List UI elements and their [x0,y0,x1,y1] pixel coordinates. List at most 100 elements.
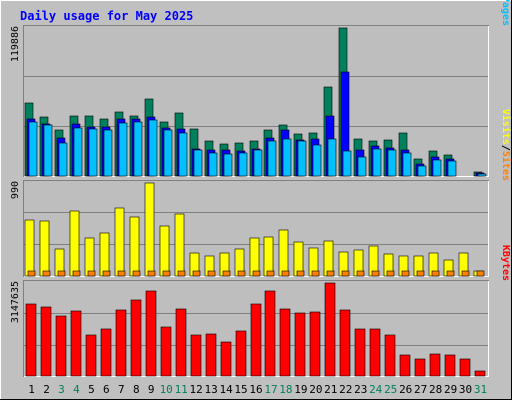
bar-visits-day-11 [174,213,185,277]
bar-sites-day-18 [281,270,290,277]
bar-sites-day-23 [356,270,365,277]
x-label-day-18: 18 [279,383,292,396]
bar-visits-day-10 [159,225,170,277]
legend: Visits/Sites [500,109,512,181]
bar-sites-day-4 [72,270,81,277]
x-label-day-30: 30 [459,383,472,396]
x-label-day-23: 23 [354,383,367,396]
bar-kbytes-day-31 [474,370,486,377]
x-label-day-24: 24 [369,383,383,396]
bar-sites-day-21 [326,270,335,277]
legend-item: Pages [500,0,511,26]
panel-1: 119886 Hits/Files/Pages [10,0,512,177]
x-label-day-12: 12 [189,383,202,396]
bar-sites-day-5 [87,270,96,277]
legend-item: Visits [500,109,512,145]
bar-kbytes-day-7 [115,309,127,377]
bar-sites-day-2 [42,270,51,277]
bar-sites-day-10 [162,270,171,277]
chart-panels: 119886 Hits/Files/Pages 990 Visits/Sites 314… [10,0,512,377]
panel-2: 990 Visits/Sites [10,109,512,277]
bar-pages-day-16 [253,149,263,177]
x-label-day-6: 6 [103,383,110,396]
bar-kbytes-day-6 [100,328,112,377]
bar-kbytes-day-30 [459,358,471,377]
bar-pages-day-7 [118,122,128,177]
x-axis-labels: 1 2 3 4 5 6 7 8 9 10 11 12 13 14 15 16 17 18 19 20 21 22 23 24 2… [28,383,487,396]
bar-visits-day-18 [278,229,289,277]
x-label-day-11: 11 [175,383,188,396]
bar-visits-day-4 [69,210,80,277]
bar-sites-day-19 [296,270,305,277]
x-label-day-26: 26 [399,383,412,396]
bar-pages-day-4 [73,127,83,177]
bar-kbytes-day-27 [414,358,426,377]
bar-pages-day-29 [447,160,457,177]
x-label-day-13: 13 [204,383,217,396]
bar-pages-day-19 [297,140,307,177]
bar-sites-day-9 [147,270,156,277]
bar-kbytes-day-16 [250,303,262,377]
x-label-day-22: 22 [339,383,352,396]
bar-pages-day-10 [163,129,173,177]
bar-sites-day-22 [341,270,350,277]
bar-kbytes-day-18 [279,308,291,377]
bar-pages-day-1 [28,121,38,177]
bar-pages-day-8 [133,121,143,177]
x-label-day-27: 27 [414,383,427,396]
bar-kbytes-day-9 [145,290,157,377]
x-label-day-20: 20 [309,383,322,396]
bar-pages-day-28 [432,159,442,177]
x-label-day-7: 7 [118,383,125,396]
legend: Hits/Files/Pages [500,0,512,26]
bar-sites-day-20 [311,270,320,277]
bar-pages-day-12 [193,149,203,177]
x-label-day-21: 21 [324,383,337,396]
bar-kbytes-day-3 [55,315,67,377]
bar-kbytes-day-22 [339,309,351,377]
bar-pages-day-26 [402,152,412,177]
x-label-day-4: 4 [73,383,80,396]
x-label-day-19: 19 [294,383,307,396]
bar-kbytes-day-2 [40,306,52,377]
bar-sites-day-24 [371,270,380,277]
bar-visits-day-17 [263,236,274,277]
bar-kbytes-day-5 [85,334,97,377]
bar-kbytes-day-17 [264,290,276,377]
bar-sites-day-29 [446,270,455,277]
bar-kbytes-day-13 [205,333,217,377]
legend: KBytes [500,245,511,281]
bar-kbytes-day-23 [354,328,366,377]
bar-pages-day-3 [58,142,68,177]
x-label-day-8: 8 [133,383,140,396]
bar-pages-day-17 [267,140,277,177]
legend-item: KBytes [500,245,511,281]
bar-pages-day-25 [387,149,397,177]
bar-sites-day-27 [416,270,425,277]
bar-visits-day-1 [24,219,35,277]
bar-kbytes-day-10 [160,326,172,377]
legend-item: / [500,145,511,151]
bar-sites-day-17 [266,270,275,277]
bar-sites-day-28 [431,270,440,277]
bar-sites-day-13 [207,270,216,277]
x-label-day-15: 15 [234,383,247,396]
chart-title: Daily usage for May 2025 [20,9,193,23]
x-label-day-3: 3 [58,383,65,396]
bar-pages-day-9 [148,119,158,177]
bar-visits-day-5 [84,237,95,277]
x-label-day-17: 17 [264,383,277,396]
bar-pages-day-14 [223,153,233,177]
bar-kbytes-day-12 [190,334,202,377]
bar-sites-day-3 [57,270,66,277]
x-label-day-16: 16 [249,383,262,396]
bar-pages-day-11 [178,132,188,177]
bar-pages-day-27 [417,165,427,177]
y-max-label: 990 [10,181,21,199]
x-label-day-9: 9 [148,383,155,396]
x-label-day-5: 5 [88,383,95,396]
bar-kbytes-day-26 [399,354,411,377]
bar-kbytes-day-28 [429,353,441,377]
bar-pages-day-18 [282,138,292,177]
